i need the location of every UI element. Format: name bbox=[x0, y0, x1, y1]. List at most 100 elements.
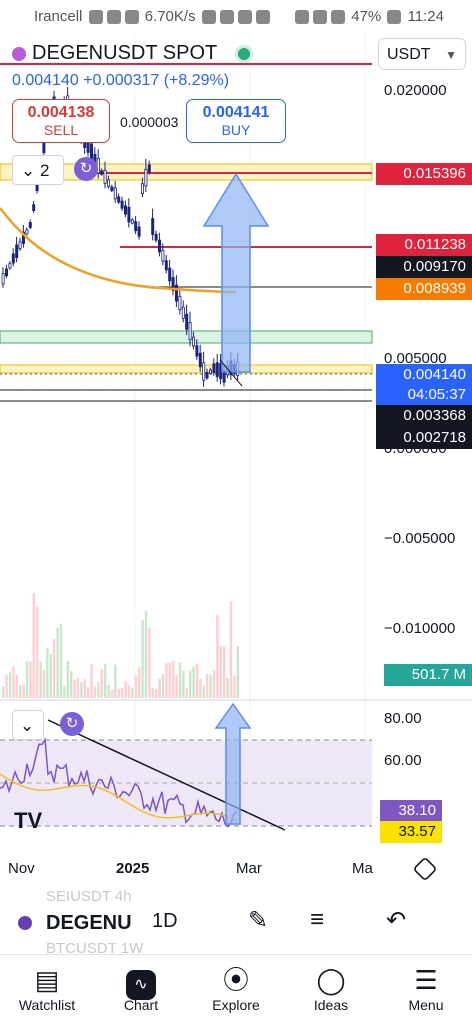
volume-bar bbox=[216, 614, 219, 698]
volume-bar bbox=[46, 647, 49, 698]
sell-button[interactable]: 0.004138 SELL bbox=[12, 99, 110, 143]
candle-body bbox=[8, 263, 12, 269]
chart-canvas[interactable] bbox=[0, 34, 472, 944]
candle-body bbox=[144, 168, 148, 187]
wifi-icon bbox=[331, 10, 346, 25]
candle-body bbox=[205, 371, 209, 379]
volume-label: 501.7 M bbox=[384, 664, 472, 686]
nav-watchlist[interactable]: ▤ Watchlist bbox=[7, 963, 87, 1013]
trend-line[interactable] bbox=[219, 359, 243, 387]
spread-value: 0.000003 bbox=[120, 114, 179, 130]
price-label: 0.011238 bbox=[376, 234, 472, 256]
undo-icon[interactable]: ↶ bbox=[386, 907, 407, 934]
chevron-down-icon: ⌄ bbox=[20, 716, 35, 735]
time-tick: Ma bbox=[352, 860, 373, 877]
price-label: 0.002718 bbox=[376, 427, 472, 449]
candle-body bbox=[130, 219, 134, 224]
volume-bar bbox=[83, 679, 86, 698]
volume-bar bbox=[229, 601, 233, 698]
status-right: 47% 11:24 bbox=[293, 8, 444, 25]
volume-bar bbox=[165, 663, 168, 698]
volume-bar bbox=[124, 681, 127, 698]
candle-body bbox=[11, 253, 15, 264]
candle-body bbox=[195, 345, 199, 357]
volume-bar bbox=[155, 689, 158, 698]
nav-menu[interactable]: ☰ Menu bbox=[386, 963, 466, 1013]
shield-icon bbox=[201, 10, 216, 25]
symbol-toolbar: SEIUSDT 4h BTCUSDT 1W bbox=[0, 888, 472, 957]
price-label: 0.008939 bbox=[376, 278, 472, 300]
indicators-icon[interactable]: ≡ bbox=[310, 906, 325, 933]
volume-bar bbox=[97, 682, 100, 698]
volume-bar bbox=[161, 674, 165, 698]
status-bar: Irancell 6.70K/s 47% 11:24 bbox=[0, 0, 472, 34]
price-tick: 0.005000 bbox=[384, 350, 447, 367]
interval-button[interactable]: 1D bbox=[152, 910, 178, 932]
refresh-icon[interactable]: ↻ bbox=[74, 157, 98, 181]
volume-bar bbox=[127, 685, 131, 698]
buy-button[interactable]: 0.004141 BUY bbox=[186, 99, 286, 143]
candle-body bbox=[134, 221, 138, 232]
candle-body bbox=[15, 244, 19, 258]
candle-body bbox=[127, 206, 131, 223]
volume-bar bbox=[219, 646, 222, 698]
candle-body bbox=[117, 196, 121, 203]
rsi-trend-line[interactable] bbox=[47, 719, 286, 831]
volume-bar bbox=[32, 592, 35, 698]
price-label: 0.003368 bbox=[376, 405, 472, 427]
volume-bar bbox=[168, 662, 171, 698]
candle-body bbox=[171, 277, 175, 291]
volume-bar bbox=[73, 680, 76, 698]
nav-ideas[interactable]: ◯ Ideas bbox=[291, 963, 371, 1013]
volume-bar bbox=[90, 663, 93, 698]
drawing-pencil-icon[interactable]: ✎ bbox=[248, 907, 269, 934]
volume-bar bbox=[100, 668, 103, 698]
candle-body bbox=[178, 295, 182, 311]
volume-bars bbox=[2, 592, 239, 698]
nav-chart[interactable]: ∿ Chart bbox=[101, 963, 181, 1013]
legend-toggle[interactable]: ⌄ 2 bbox=[12, 155, 64, 185]
refresh-icon[interactable]: ↻ bbox=[60, 712, 84, 736]
watchlist-icon: ▤ bbox=[34, 965, 60, 995]
chevron-down-icon: ▼ bbox=[445, 48, 457, 62]
compass-icon: ⦿ bbox=[222, 965, 249, 995]
candle-body bbox=[202, 362, 206, 381]
rsi-value-label: 38.10 bbox=[380, 800, 442, 822]
candle-body bbox=[157, 239, 161, 253]
symbol-search-button[interactable]: DEGENU bbox=[46, 912, 132, 934]
candle-body bbox=[181, 306, 185, 319]
volume-bar bbox=[22, 684, 25, 698]
time-tick: Mar bbox=[236, 860, 262, 877]
candle-body bbox=[18, 241, 22, 249]
up-arrow-drawing[interactable] bbox=[202, 172, 270, 373]
candle-body bbox=[28, 222, 32, 228]
volume-bar bbox=[195, 663, 199, 698]
price-change: 0.004140 +0.000317 (+8.29%) bbox=[12, 72, 230, 89]
market-open-icon bbox=[235, 44, 254, 63]
volume-bar bbox=[189, 670, 192, 698]
candle-body bbox=[212, 363, 216, 374]
instagram-icon bbox=[255, 10, 270, 25]
volume-bar bbox=[25, 660, 29, 698]
rsi-ma-line bbox=[0, 773, 238, 822]
currency-select[interactable]: USDT ▼ bbox=[378, 38, 466, 70]
rsi-legend-toggle[interactable]: ⌄ bbox=[12, 710, 44, 740]
rsi-up-arrow-drawing[interactable] bbox=[214, 702, 252, 825]
nav-explore[interactable]: ⦿ Explore bbox=[196, 963, 276, 1013]
symbol-title[interactable]: DEGENUSDT SPOT bbox=[12, 42, 254, 68]
volume-bar bbox=[56, 627, 59, 698]
candle-body bbox=[185, 313, 189, 330]
volume-bar bbox=[80, 681, 83, 698]
price-zone[interactable] bbox=[0, 364, 373, 374]
volume-bar bbox=[141, 619, 144, 698]
candle-body bbox=[113, 187, 117, 200]
volume-bar bbox=[131, 687, 134, 698]
volume-bar bbox=[29, 661, 32, 698]
volume-bar bbox=[8, 672, 12, 698]
volume-bar bbox=[15, 675, 18, 698]
signal-icon bbox=[124, 10, 139, 25]
support-zone[interactable] bbox=[0, 330, 373, 344]
status-carrier: Irancell 6.70K/s bbox=[34, 8, 272, 25]
price-tick: −0.005000 bbox=[384, 530, 456, 547]
chart-area[interactable]: 0.020000 0.005000 0.000000 −0.005000 −0.… bbox=[0, 34, 472, 944]
